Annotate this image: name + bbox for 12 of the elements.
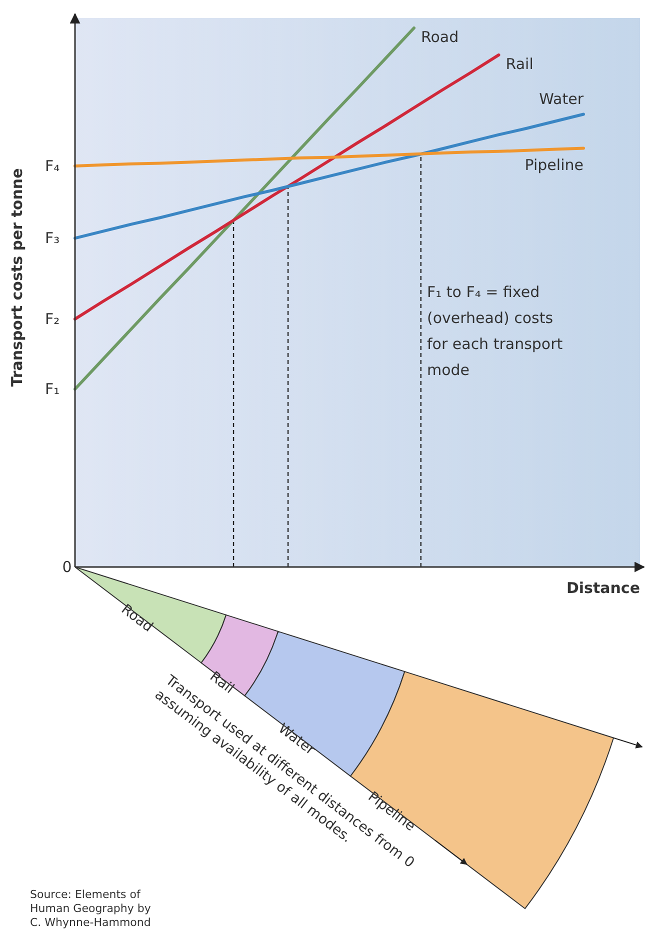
text: 0 xyxy=(62,558,72,576)
series-label: Road xyxy=(421,28,459,46)
y-axis-title: Transport costs per tonne xyxy=(8,168,26,387)
series-label: Water xyxy=(539,90,584,108)
text: F₁ xyxy=(45,380,60,398)
series-label: Rail xyxy=(506,54,534,73)
text: F₃ xyxy=(45,229,60,248)
text: F₂ xyxy=(45,310,60,328)
text: F₄ xyxy=(45,156,60,175)
series-label: Pipeline xyxy=(524,156,584,174)
annotation: F₁ to F₄ = fixed (overhead) costs for each transport mode xyxy=(427,283,563,379)
x-axis-title: Distance xyxy=(566,579,640,597)
